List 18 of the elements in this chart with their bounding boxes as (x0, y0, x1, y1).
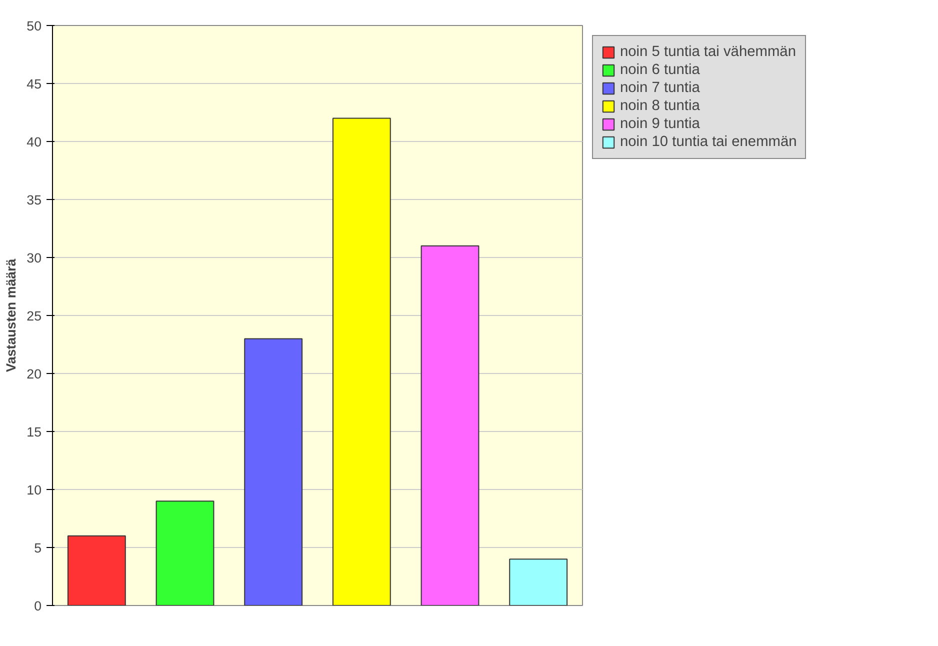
y-tick-label: 15 (26, 424, 42, 440)
legend-label: noin 7 tuntia (620, 80, 700, 96)
legend-label: noin 8 tuntia (620, 98, 700, 114)
legend-label: noin 10 tuntia tai enemmän (620, 134, 797, 150)
y-tick-label: 0 (34, 598, 42, 614)
y-axis-title: Vastausten määrä (4, 258, 19, 372)
y-tick-label: 10 (26, 482, 42, 498)
y-tick-label: 30 (26, 250, 42, 266)
y-tick-label: 45 (26, 76, 42, 92)
y-tick-label: 50 (26, 18, 42, 34)
y-tick-label: 25 (26, 308, 42, 324)
legend-label: noin 5 tuntia tai vähemmän (620, 44, 796, 60)
legend-label: noin 6 tuntia (620, 62, 700, 78)
y-tick-label: 40 (26, 134, 42, 150)
y-tick-label: 5 (34, 540, 42, 556)
legend-label: noin 9 tuntia (620, 116, 700, 132)
y-tick-label: 35 (26, 192, 42, 208)
y-tick-label: 20 (26, 366, 42, 382)
